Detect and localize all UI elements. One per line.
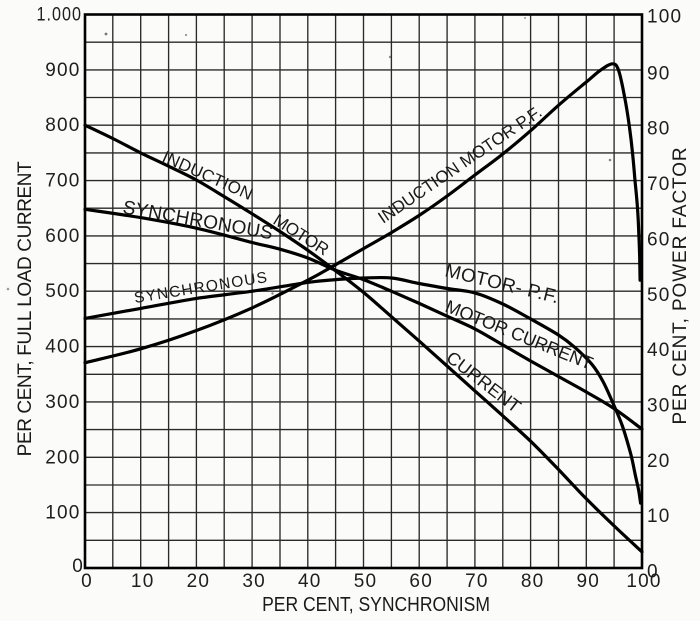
svg-text:MOTOR: MOTOR <box>270 210 332 259</box>
svg-text:100: 100 <box>45 503 80 524</box>
svg-text:700: 700 <box>45 171 80 192</box>
svg-text:20: 20 <box>647 451 671 472</box>
svg-text:100: 100 <box>626 571 661 592</box>
svg-text:SYNCHRONOUS: SYNCHRONOUS <box>133 269 269 307</box>
svg-text:50: 50 <box>647 285 671 306</box>
svg-text:900: 900 <box>45 60 80 81</box>
svg-text:80: 80 <box>521 571 545 592</box>
svg-text:600: 600 <box>45 226 80 247</box>
svg-text:90: 90 <box>647 63 671 84</box>
svg-text:10: 10 <box>131 571 155 592</box>
svg-text:30: 30 <box>242 571 266 592</box>
svg-text:0: 0 <box>72 556 84 577</box>
svg-text:70: 70 <box>647 174 671 195</box>
svg-text:20: 20 <box>187 571 211 592</box>
svg-text:40: 40 <box>647 340 671 361</box>
svg-text:INDUCTION: INDUCTION <box>159 147 255 204</box>
svg-text:0: 0 <box>81 571 93 592</box>
svg-text:800: 800 <box>45 115 80 136</box>
svg-text:60: 60 <box>647 229 671 250</box>
svg-text:70: 70 <box>465 571 489 592</box>
svg-text:80: 80 <box>647 119 671 140</box>
svg-text:PER CENT, SYNCHRONISM: PER CENT, SYNCHRONISM <box>262 593 490 615</box>
svg-text:30: 30 <box>647 395 671 416</box>
svg-text:10: 10 <box>647 506 671 527</box>
svg-text:200: 200 <box>45 447 80 468</box>
svg-text:CURRENT: CURRENT <box>443 347 525 416</box>
svg-text:300: 300 <box>45 392 80 413</box>
svg-text:400: 400 <box>45 337 80 358</box>
svg-text:60: 60 <box>409 571 433 592</box>
svg-text:90: 90 <box>577 571 601 592</box>
svg-text:100: 100 <box>647 7 682 28</box>
svg-text:500: 500 <box>45 281 80 302</box>
svg-text:PER CENT, POWER FACTOR: PER CENT, POWER FACTOR <box>670 146 691 424</box>
svg-text:50: 50 <box>354 571 378 592</box>
svg-text:PER CENT, FULL LOAD CURRENT: PER CENT, FULL LOAD CURRENT <box>15 161 36 456</box>
svg-text:1.000: 1.000 <box>36 3 82 25</box>
svg-text:40: 40 <box>298 571 322 592</box>
svg-text:0: 0 <box>647 562 659 583</box>
